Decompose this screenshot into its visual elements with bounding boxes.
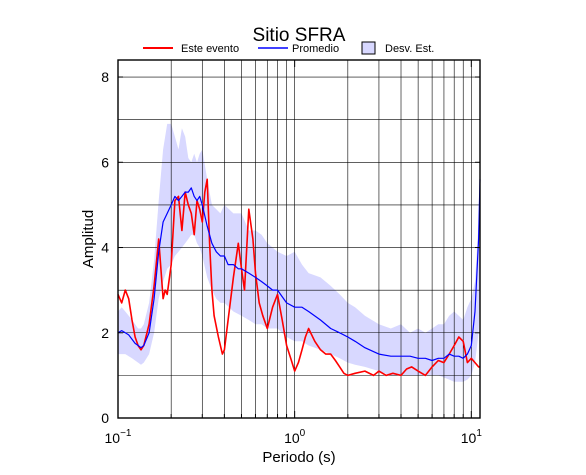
y-tick-label: 8 — [101, 69, 109, 85]
y-tick-label: 2 — [101, 325, 109, 341]
y-tick-label: 4 — [101, 240, 109, 256]
legend-label-este-evento: Este evento — [181, 43, 239, 55]
chart-title: Sitio SFRA — [253, 25, 346, 46]
legend-label-promedio: Promedio — [292, 43, 339, 55]
legend-label-desv-est: Desv. Est. — [385, 43, 434, 55]
legend-swatch-desv-est — [361, 41, 376, 55]
std-dev-band — [118, 123, 480, 382]
x-tick-label: 100 — [284, 428, 306, 446]
x-axis-label: Periodo (s) — [262, 449, 335, 466]
series-line-este-evento — [117, 178, 480, 377]
y-tick-label: 6 — [101, 154, 109, 170]
y-axis-label: Amplitud — [80, 210, 97, 268]
legend: Este evento Promedio Desv. Est. — [143, 41, 434, 55]
x-tick-label: 101 — [461, 428, 483, 446]
series-line-promedio — [117, 179, 481, 362]
x-tick-label: 10−1 — [105, 428, 132, 446]
y-tick-label: 0 — [101, 410, 109, 426]
plot-frame — [117, 59, 481, 419]
